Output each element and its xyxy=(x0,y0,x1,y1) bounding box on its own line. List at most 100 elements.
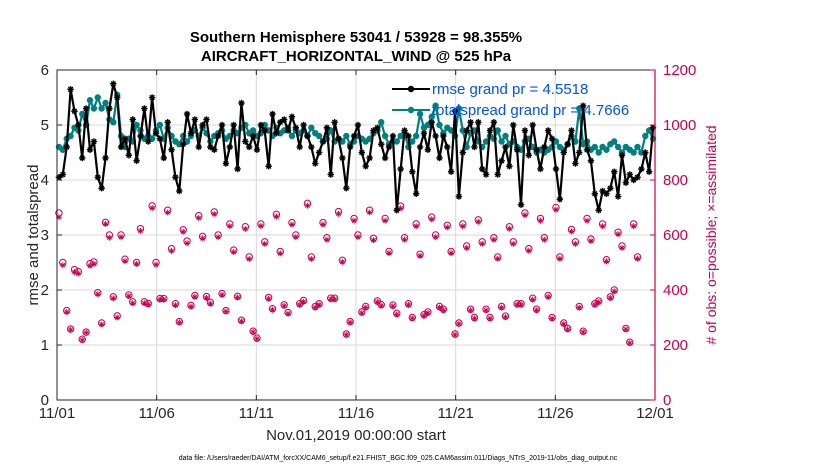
rmse-point xyxy=(211,146,218,153)
rmse-point xyxy=(117,143,125,151)
rmse-point xyxy=(385,143,393,151)
rmse-point-core xyxy=(573,161,578,166)
rmse-point-core xyxy=(635,175,640,180)
rmse-point-core xyxy=(449,169,453,174)
rmse-point xyxy=(86,146,94,153)
obs-assimilated-stroke xyxy=(495,256,501,262)
rmse-point xyxy=(455,193,463,200)
rmse-point-core xyxy=(328,172,333,177)
rmse-point-core xyxy=(103,156,108,160)
rmse-point xyxy=(521,127,529,134)
obs-assimilated-point xyxy=(246,255,253,262)
rmse-point-core xyxy=(321,139,325,144)
obs-assimilated-point xyxy=(75,270,82,277)
rmse-point xyxy=(350,132,358,140)
totalspread-point xyxy=(416,110,424,118)
obs-assimilated-point xyxy=(238,318,245,325)
obs-assimilated-point xyxy=(312,304,319,311)
totalspread-point xyxy=(482,138,490,145)
rmse-point-core xyxy=(227,145,232,149)
rmse-point xyxy=(168,146,175,153)
obs-assimilated-point xyxy=(273,213,280,220)
obs-assimilated-stroke xyxy=(604,258,609,264)
rmse-point xyxy=(424,146,432,153)
obs-assimilated-stroke xyxy=(289,222,295,227)
obs-assimilated-point xyxy=(215,234,222,241)
obs-assimilated-stroke xyxy=(538,218,543,224)
rmse-point xyxy=(444,143,451,151)
rmse-point-core xyxy=(379,142,384,147)
obs-assimilated-stroke xyxy=(99,321,105,327)
rmse-point-core xyxy=(507,164,512,169)
totalspread-point xyxy=(424,121,432,129)
rmse-point xyxy=(645,168,653,175)
obs-assimilated-point xyxy=(413,223,420,230)
obs-assimilated-stroke xyxy=(475,219,481,225)
totalspread-point xyxy=(645,127,653,134)
rmse-point xyxy=(343,185,350,192)
obs-assimilated-stroke xyxy=(130,300,136,306)
obs-assimilated-point xyxy=(90,260,97,267)
obs-assimilated-point xyxy=(382,217,389,224)
obs-assimilated-stroke xyxy=(118,234,124,240)
obs-assimilated-stroke xyxy=(553,207,559,213)
obs-assimilated-point xyxy=(428,216,435,223)
rmse-point xyxy=(354,121,362,129)
obs-assimilated-point xyxy=(164,209,171,216)
rmse-point xyxy=(409,168,416,175)
obs-assimilated-point xyxy=(168,247,175,254)
rmse-point-core xyxy=(99,186,104,191)
obs-assimilated-stroke xyxy=(141,300,147,306)
obs-assimilated-stroke xyxy=(619,245,625,251)
obs-assimilated-point xyxy=(343,331,350,338)
rmse-point-core xyxy=(305,134,310,138)
rmse-point xyxy=(381,154,389,162)
obs-assimilated-stroke xyxy=(75,271,81,276)
obs-assimilated-point xyxy=(265,295,272,302)
legend-rmse-marker xyxy=(407,85,415,93)
rmse-point-core xyxy=(235,167,240,171)
obs-assimilated-point xyxy=(463,244,470,251)
obs-assimilated-point xyxy=(502,314,509,321)
rmse-point-core xyxy=(119,145,123,149)
y-left-tick-label: 1 xyxy=(41,337,49,354)
obs-assimilated-stroke xyxy=(254,336,260,342)
rmse-point xyxy=(362,163,369,170)
obs-assimilated-stroke xyxy=(460,223,466,229)
rmse-point xyxy=(308,143,315,151)
obs-assimilated-point xyxy=(479,240,486,247)
rmse-point-core xyxy=(115,95,119,100)
rmse-point xyxy=(261,127,268,134)
obs-assimilated-point xyxy=(587,238,594,245)
obs-assimilated-point xyxy=(351,217,358,224)
rmse-point xyxy=(607,185,614,192)
rmse-point-core xyxy=(348,145,352,149)
obs-assimilated-point xyxy=(591,301,598,308)
obs-assimilated-stroke xyxy=(491,237,497,243)
obs-assimilated-point xyxy=(564,326,571,333)
rmse-point-core xyxy=(212,147,217,152)
rmse-point xyxy=(249,132,257,140)
rmse-point xyxy=(579,102,587,109)
obs-assimilated-stroke xyxy=(145,302,151,307)
obs-assimilated-stroke xyxy=(173,302,178,308)
rmse-point-core xyxy=(402,128,407,133)
y-left-tick-label: 0 xyxy=(41,392,49,409)
obs-assimilated-point xyxy=(568,228,575,235)
rmse-point xyxy=(358,149,366,156)
series-layer xyxy=(55,80,657,347)
rmse-point-core xyxy=(57,175,61,180)
rmse-point xyxy=(583,146,591,153)
obs-assimilated-stroke xyxy=(359,310,365,316)
rmse-point-core xyxy=(371,128,376,133)
obs-assimilated-point xyxy=(102,221,109,227)
obs-assimilated-point xyxy=(378,302,385,309)
obs-assimilated-stroke xyxy=(437,305,442,311)
rmse-point-core xyxy=(577,150,582,155)
obs-assimilated-stroke xyxy=(308,256,314,262)
obs-assimilated-point xyxy=(603,258,610,265)
obs-assimilated-point xyxy=(393,311,400,318)
rmse-point-core xyxy=(220,123,224,127)
rmse-point-core xyxy=(503,145,508,149)
